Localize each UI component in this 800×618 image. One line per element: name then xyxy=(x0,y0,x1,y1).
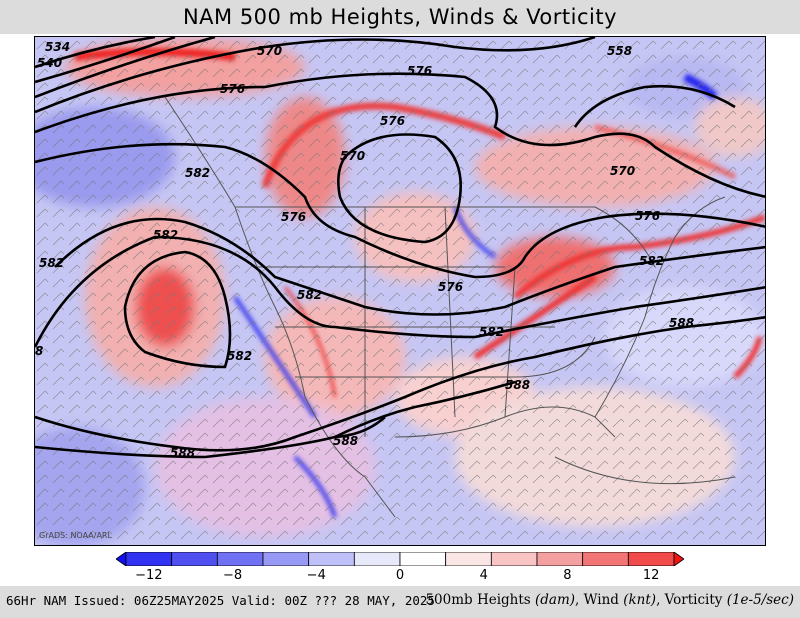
colorbar-low-arrow xyxy=(116,552,127,566)
colorbar-segment xyxy=(490,552,538,566)
colorbar-tick-label: 0 xyxy=(395,568,405,583)
heights-label: 500mb Heights xyxy=(425,592,536,608)
colorbar-tick-label: −8 xyxy=(222,568,243,583)
contour-label: 576 xyxy=(380,114,405,128)
wind-barbs xyxy=(35,37,765,545)
colorbar-segment xyxy=(536,552,584,566)
map-panel: 534 540 570 576 576 576 558 570 570 582 … xyxy=(34,36,766,546)
colorbar-tick-label: −4 xyxy=(306,568,326,583)
credit-label: GrADS: NOAA/ARL xyxy=(39,531,112,540)
vorticity-label: , Vorticity xyxy=(656,592,727,608)
title-bar: NAM 500 mb Heights, Winds & Vorticity xyxy=(0,0,800,34)
colorbar-segment xyxy=(216,552,264,566)
colorbar-segment xyxy=(445,552,492,566)
contour-label: 576 xyxy=(281,210,306,224)
map-title: NAM 500 mb Heights, Winds & Vorticity xyxy=(182,5,618,29)
contour-label: 582 xyxy=(39,256,64,270)
contour-label: 540 xyxy=(37,56,62,70)
contour-label: 582 xyxy=(227,349,252,363)
colorbar-high-arrow xyxy=(673,552,684,566)
vorticity-colorbar xyxy=(116,552,684,566)
vorticity-map: 534 540 570 576 576 576 558 570 570 582 … xyxy=(35,37,765,545)
contour-label: 576 xyxy=(438,280,463,294)
contour-label: 582 xyxy=(639,254,664,268)
contour-label: 8 xyxy=(35,344,43,358)
contour-label: 582 xyxy=(297,288,322,302)
contour-label: 582 xyxy=(185,166,210,180)
wind-label: , Wind xyxy=(575,592,624,608)
vorticity-unit: (1e-5/sec) xyxy=(726,592,794,608)
contour-labels: 534 540 570 576 576 576 558 570 570 582 … xyxy=(35,40,694,460)
contour-label: 576 xyxy=(220,82,245,96)
political-boundaries xyxy=(164,96,736,518)
colorbar-tick-label: −12 xyxy=(135,568,163,583)
field-legend: 500mb Heights (dam), Wind (knt), Vortici… xyxy=(425,592,794,608)
contour-label: 588 xyxy=(505,378,530,392)
colorbar-segment xyxy=(399,552,447,566)
footer-bar: 66Hr NAM Issued: 06Z25MAY2025 Valid: 00Z… xyxy=(0,586,800,618)
colorbar-segment xyxy=(308,552,355,566)
colorbar-tick-labels: −12 −8 −4 0 4 8 12 xyxy=(0,568,800,584)
contour-label: 582 xyxy=(153,228,178,242)
heights-unit: (dam) xyxy=(535,592,576,608)
contour-label: 576 xyxy=(407,64,432,78)
contour-label: 582 xyxy=(479,325,504,339)
colorbar-segment xyxy=(171,552,218,566)
colorbar-tick-label: 4 xyxy=(479,568,488,583)
contour-label: 570 xyxy=(257,44,282,58)
contour-label: 570 xyxy=(340,149,365,163)
colorbar-segment xyxy=(627,552,675,566)
contour-label: 576 xyxy=(635,209,660,223)
colorbar-tick-label: 8 xyxy=(563,568,572,583)
wind-unit: (knt) xyxy=(623,592,657,608)
forecast-info: 66Hr NAM Issued: 06Z25MAY2025 Valid: 00Z… xyxy=(6,593,435,608)
height-contours xyxy=(35,37,765,459)
colorbar-tick-label: 12 xyxy=(642,568,660,583)
contour-label: 588 xyxy=(669,316,694,330)
contour-label: 558 xyxy=(607,44,632,58)
contour-label: 570 xyxy=(610,164,635,178)
contour-label: 534 xyxy=(45,40,70,54)
colorbar-segment xyxy=(125,552,173,566)
colorbar-segment xyxy=(262,552,310,566)
colorbar-segment xyxy=(582,552,629,566)
colorbar-segment xyxy=(353,552,401,566)
contour-label: 588 xyxy=(170,446,195,460)
contour-label: 588 xyxy=(333,434,358,448)
